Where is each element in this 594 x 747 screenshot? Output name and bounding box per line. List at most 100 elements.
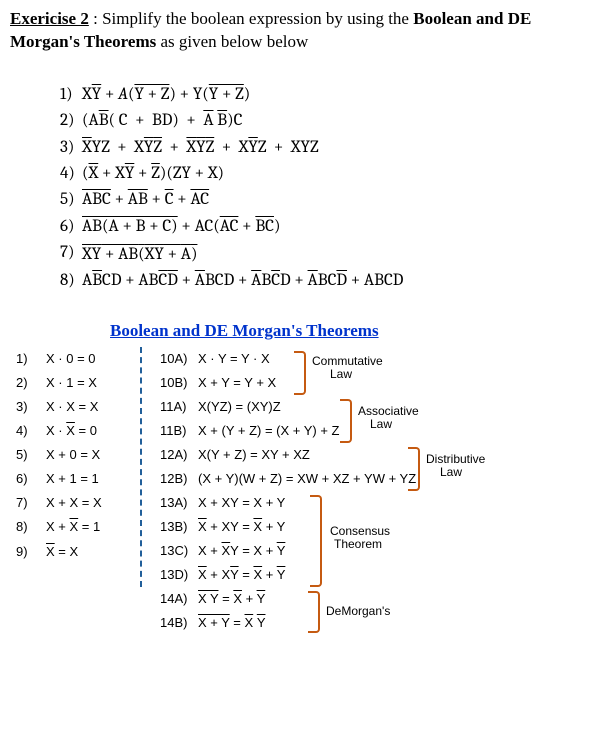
theorems-title: Boolean and DE Morgan's Theorems	[110, 321, 584, 341]
theorem-row: 2)X · 1 = X	[16, 371, 126, 395]
label-line: Distributive	[426, 452, 485, 466]
label-commutative: Commutative Law	[312, 355, 383, 381]
thm-num: 3)	[16, 395, 46, 419]
thm-expr: X · X = 0	[46, 423, 97, 438]
expr-body: XY + A(Y + Z) + Y(Y + Z)	[82, 82, 250, 108]
expr-num: 4)	[60, 161, 82, 187]
label-line: Law	[440, 465, 462, 479]
theorem-row: 3)X · X = X	[16, 395, 126, 419]
thm-num: 1)	[16, 347, 46, 371]
expression-1: 1) XY + A(Y + Z) + Y(Y + Z)	[60, 82, 584, 108]
thm-expr: X + 1 = 1	[46, 471, 99, 486]
thm-num: 9)	[16, 540, 46, 564]
expr-num: 6)	[60, 214, 82, 240]
expr-num: 7)	[60, 240, 82, 266]
theorem-row: 14B)X + Y = X Y	[160, 611, 480, 635]
theorem-row: 9)X = X	[16, 539, 126, 563]
theorem-row: 6)X + 1 = 1	[16, 467, 126, 491]
theorem-row: 7)X + X = X	[16, 491, 126, 515]
expression-list: 1) XY + A(Y + Z) + Y(Y + Z) 2) (AB( C + …	[60, 82, 584, 295]
label-line: Commutative	[312, 354, 383, 368]
expression-3: 3) XYZ + XYZ + XYZ + XYZ + XYZ	[60, 135, 584, 161]
thm-expr: X + 0 = X	[46, 447, 100, 462]
expr-num: 2)	[60, 108, 82, 134]
label-distributive: Distributive Law	[426, 453, 485, 479]
theorems-right-column: 10A)X · Y = Y · X 10B)X + Y = Y + X 11A)…	[160, 347, 480, 635]
label-line: Law	[370, 417, 392, 431]
thm-num: 7)	[16, 491, 46, 515]
expression-7: 7) XY + AB(XY + A)	[60, 240, 584, 268]
expr-num: 3)	[60, 135, 82, 161]
expression-5: 5) ABC + AB + C + AC	[60, 187, 584, 213]
thm-num: 10A)	[160, 347, 198, 371]
label-demorgan: DeMorgan's	[326, 605, 390, 618]
thm-expr: X + Y = X Y	[198, 615, 265, 630]
bracket-commutative	[294, 351, 306, 395]
theorem-row: 8)X + X = 1	[16, 515, 126, 539]
expr-body: ABCD + ABCD + ABCD + ABCD + ABCD + ABCD	[82, 268, 403, 294]
thm-num: 14A)	[160, 587, 198, 611]
label-line: Associative	[358, 404, 419, 418]
divider	[140, 347, 146, 587]
expression-4: 4) (X + XY + Z)(ZY + X)	[60, 161, 584, 187]
expr-body: (X + XY + Z)(ZY + X)	[82, 161, 224, 187]
expr-body: AB(A + B + C) + AC(AC + BC)	[82, 214, 280, 240]
thm-num: 8)	[16, 515, 46, 539]
expr-num: 5)	[60, 187, 82, 213]
thm-num: 14B)	[160, 611, 198, 635]
expr-body: XY + AB(XY + A)	[82, 240, 197, 268]
thm-num: 13A)	[160, 491, 198, 515]
header-lead: : Simplify the boolean expression by usi…	[89, 9, 413, 28]
thm-expr: X + XY = X + Y	[198, 567, 285, 582]
thm-num: 2)	[16, 371, 46, 395]
thm-num: 12A)	[160, 443, 198, 467]
thm-expr: X · X = X	[46, 399, 98, 414]
thm-expr: X · 0 = 0	[46, 351, 96, 366]
theorems-left-column: 1)X · 0 = 0 2)X · 1 = X 3)X · X = X 4)X …	[16, 347, 126, 563]
thm-expr: X + XY = X + Y	[198, 495, 285, 510]
theorem-row: 4)X · X = 0	[16, 419, 126, 443]
exercise-title: Exericise 2	[10, 9, 89, 28]
theorem-row: 14A)X Y = X + Y	[160, 587, 480, 611]
thm-expr: X + Y = Y + X	[198, 375, 276, 390]
thm-expr: X · Y = Y · X	[198, 351, 270, 366]
thm-num: 13D)	[160, 563, 198, 587]
thm-expr: X(YZ) = (XY)Z	[198, 399, 281, 414]
expression-2: 2) (AB( C + BD) + A B)C	[60, 108, 584, 134]
bracket-consensus	[310, 495, 322, 587]
thm-num: 5)	[16, 443, 46, 467]
thm-expr: X + X = 1	[46, 519, 100, 534]
bracket-distributive	[408, 447, 420, 491]
thm-num: 13C)	[160, 539, 198, 563]
theorem-row: 11A)X(YZ) = (XY)Z	[160, 395, 480, 419]
label-line: Law	[330, 367, 352, 381]
label-line: Theorem	[334, 537, 382, 551]
thm-expr: X · 1 = X	[46, 375, 97, 390]
bracket-demorgan	[308, 591, 320, 633]
expression-6: 6) AB(A + B + C) + AC(AC + BC)	[60, 214, 584, 240]
expr-body: XYZ + XYZ + XYZ + XYZ + XYZ	[82, 135, 319, 161]
thm-expr: X + XY = X + Y	[198, 543, 285, 558]
expr-num: 1)	[60, 82, 82, 108]
expression-8: 8) ABCD + ABCD + ABCD + ABCD + ABCD + AB…	[60, 268, 584, 294]
label-associative: Associative Law	[358, 405, 419, 431]
expr-num: 8)	[60, 268, 82, 294]
label-line: DeMorgan's	[326, 604, 390, 618]
header-trail: as given below below	[156, 32, 308, 51]
theorems-area: 1)X · 0 = 0 2)X · 1 = X 3)X · X = X 4)X …	[10, 347, 584, 587]
thm-num: 13B)	[160, 515, 198, 539]
thm-num: 12B)	[160, 467, 198, 491]
expr-body: (AB( C + BD) + A B)C	[82, 108, 242, 134]
thm-expr: X = X	[46, 544, 78, 559]
thm-expr: X + XY = X + Y	[198, 519, 285, 534]
expr-body: ABC + AB + C + AC	[82, 187, 209, 213]
thm-expr: X + (Y + Z) = (X + Y) + Z	[198, 423, 340, 438]
bracket-associative	[340, 399, 352, 443]
label-consensus: Consensus Theorem	[330, 525, 390, 551]
thm-expr: X + X = X	[46, 495, 102, 510]
theorem-row: 5)X + 0 = X	[16, 443, 126, 467]
theorem-row: 1)X · 0 = 0	[16, 347, 126, 371]
thm-num: 10B)	[160, 371, 198, 395]
exercise-header: Exericise 2 : Simplify the boolean expre…	[10, 8, 584, 54]
label-line: Consensus	[330, 524, 390, 538]
